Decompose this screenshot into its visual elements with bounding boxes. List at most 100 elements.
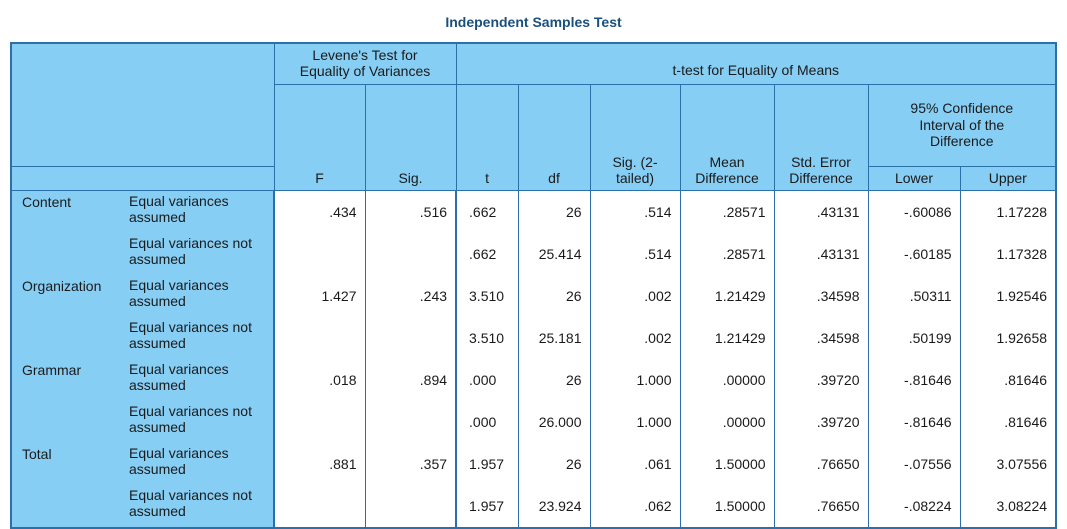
se-diff-cell: .76650 [774,484,869,528]
mean-diff-cell: 1.50000 [680,484,775,528]
row-label: Equal variances assumed [121,274,275,317]
lower-cell: -.60086 [868,190,961,233]
upper-cell: 3.08224 [960,484,1057,528]
se-diff-header: Std. Error Difference [773,83,869,191]
independent-samples-table: Levene's Test for Equality of Variances … [10,42,1058,529]
t-cell: 1.957 [456,442,519,485]
f-cell: .881 [274,442,366,485]
lower-cell: -.81646 [868,358,961,401]
mean-diff-cell: .28571 [680,190,775,233]
sig2-cell: 1.000 [590,358,681,401]
t-cell: .000 [456,358,519,401]
row-group-label: Grammar [10,358,121,443]
sig2-cell: .002 [590,274,681,317]
f-cell: .018 [274,358,366,401]
upper-cell: 1.92658 [960,316,1057,359]
table-row: Organization Equal variances assumed 1.427… [10,274,1057,359]
sig2-cell: .061 [590,442,681,485]
table-row: Equal variances not assumed 1.957 23.924.0… [11,484,1057,528]
upper-cell: 1.17228 [960,190,1057,233]
f-cell [274,232,366,275]
df-cell: 26 [518,190,591,233]
t-cell: .662 [456,190,519,233]
mean-diff-cell: 1.21429 [680,316,775,359]
se-diff-cell: .39720 [774,358,869,401]
se-diff-cell: .34598 [774,274,869,317]
lower-cell: -.60185 [868,232,961,275]
df-cell: 26 [518,274,591,317]
row-label: Equal variances not assumed [121,484,275,528]
f-header: F [273,83,366,191]
mean-diff-cell: 1.50000 [680,442,775,485]
sig-cell [365,232,458,275]
row-group-label: Total [10,442,121,528]
se-diff-cell: .43131 [774,232,869,275]
table-row: Total Equal variances assumed .881.357 1.95… [10,442,1057,528]
row-label: Equal variances not assumed [121,316,275,359]
sig2-cell: .062 [590,484,681,528]
upper-cell: .81646 [960,358,1057,401]
mean-diff-cell: 1.21429 [680,274,775,317]
mean-diff-header: Mean Difference [679,83,775,191]
sig2-cell: 1.000 [590,400,681,443]
lower-cell: .50199 [868,316,961,359]
df-cell: 26 [518,442,591,485]
sig-cell: .243 [365,274,458,317]
corner-stub [10,42,275,167]
sig-cell [365,316,458,359]
se-diff-cell: .76650 [774,442,869,485]
mean-diff-cell: .28571 [680,232,775,275]
table-row: Equal variances not assumed .662 25.414.51… [11,232,1057,275]
table-row: Grammar Equal variances assumed .018.894.0… [10,358,1057,443]
se-diff-cell: .34598 [774,316,869,359]
df-cell: 23.924 [518,484,591,528]
f-cell [274,316,366,359]
lower-cell: -.08224 [868,484,961,528]
sig-cell [365,400,458,443]
se-diff-cell: .43131 [774,190,869,233]
mean-diff-cell: .00000 [680,358,775,401]
t-header: t [455,83,519,191]
df-cell: 25.414 [518,232,591,275]
row-label: Equal variances not assumed [121,400,275,443]
row-label: Equal variances assumed [121,442,275,485]
sig2-cell: .514 [590,232,681,275]
f-cell: .434 [274,190,366,233]
t-cell: 1.957 [456,484,519,528]
sig-cell [365,484,458,528]
mean-diff-cell: .00000 [680,400,775,443]
table-title: Independent Samples Test [445,14,622,30]
lower-header: Lower [867,165,961,191]
sig-cell: .894 [365,358,458,401]
df-header: df [517,83,591,191]
ci-header: 95% Confidence Interval of the Differenc… [867,83,1057,167]
lower-cell: -.07556 [868,442,961,485]
row-group-label: Organization [10,274,121,359]
upper-cell: 1.92546 [960,274,1057,317]
f-cell: 1.427 [274,274,366,317]
table-row: Content Equal variances assumed .434.516.6… [10,190,1057,275]
lower-cell: .50311 [868,274,961,317]
sig-header: Sig. [364,83,457,191]
f-cell [274,484,366,528]
se-diff-cell: .39720 [774,400,869,443]
sig2-cell: .514 [590,190,681,233]
sig-cell: .357 [365,442,458,485]
t-cell: 3.510 [456,316,519,359]
levene-header: Levene's Test for Equality of Variances [273,42,457,85]
corner-stub-bottom [10,166,275,191]
row-label: Equal variances assumed [121,358,275,401]
df-cell: 25.181 [518,316,591,359]
t-cell: .000 [456,400,519,443]
t-cell: 3.510 [456,274,519,317]
table-row: Equal variances not assumed 3.510 25.181.0… [11,316,1057,359]
sig2-header: Sig. (2-tailed) [589,83,681,191]
table-row: Equal variances not assumed .000 26.000 1.0… [11,400,1057,443]
df-cell: 26.000 [518,400,591,443]
upper-cell: 1.17328 [960,232,1057,275]
sig2-cell: .002 [590,316,681,359]
ttest-header: t-test for Equality of Means [455,42,1057,85]
row-label: Equal variances not assumed [121,232,275,275]
sig-cell: .516 [365,190,458,233]
upper-header: Upper [959,165,1057,191]
